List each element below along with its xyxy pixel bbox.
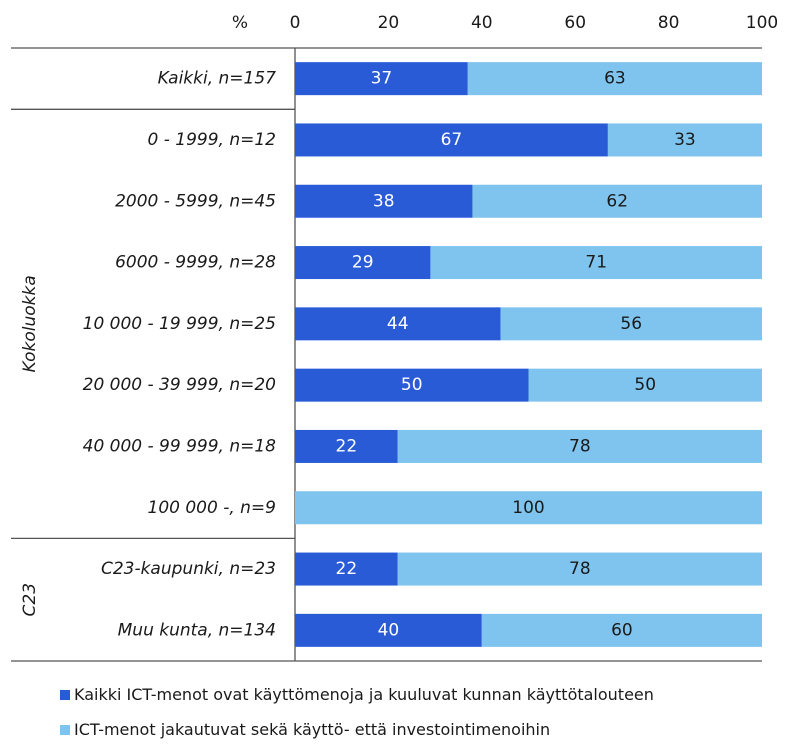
unit-label: % [232, 13, 248, 33]
category-label: 10 000 - 19 999, n=25 [83, 314, 276, 334]
bar-segment-2 [607, 123, 762, 157]
x-tick-label: 20 [378, 13, 400, 33]
category-label: 100 000 -, n=9 [148, 498, 276, 518]
data-label: 62 [606, 191, 628, 211]
category-label: 2000 - 5999, n=45 [115, 191, 276, 211]
bar-segment-1 [295, 429, 398, 463]
bar-segment-1 [295, 613, 482, 647]
data-label: 60 [611, 620, 633, 640]
data-label: 22 [336, 559, 358, 579]
legend-swatch-2 [60, 724, 70, 735]
category-label: 0 - 1999, n=12 [148, 130, 276, 150]
legend-label-1: Kaikki ICT-menot ovat käyttömenoja ja ku… [74, 685, 654, 704]
x-tick-label: 0 [290, 13, 301, 33]
legend-swatch-1 [60, 689, 70, 700]
bar-segment-2 [397, 429, 762, 463]
category-label: 40 000 - 99 999, n=18 [83, 436, 277, 456]
bar-segment-2 [500, 307, 762, 341]
bar-segment-1 [295, 368, 529, 402]
legend-item-2: ICT-menot jakautuvat sekä käyttö- että i… [60, 720, 780, 739]
category-label: Muu kunta, n=134 [118, 620, 276, 640]
bar-segment-1 [295, 246, 431, 280]
bar-segment-2 [397, 552, 762, 586]
x-tick-label: 40 [471, 13, 493, 33]
x-tick-label: 60 [564, 13, 586, 33]
data-label: 44 [387, 314, 409, 334]
bar-segment-2 [528, 368, 762, 402]
data-label: 50 [401, 375, 423, 395]
bar-segment-1 [295, 552, 398, 586]
data-label: 63 [604, 69, 626, 89]
bar-segment-2 [472, 184, 762, 218]
data-label: 78 [569, 559, 591, 579]
data-label: 29 [352, 253, 374, 273]
data-label: 78 [569, 436, 591, 456]
bar-segment-1 [295, 307, 501, 341]
data-label: 33 [674, 130, 696, 150]
data-label: 67 [441, 130, 463, 150]
bar-segment-1 [295, 184, 473, 218]
data-label: 100 [512, 498, 544, 518]
bar-segment-2 [295, 491, 762, 525]
data-label: 50 [634, 375, 656, 395]
bar-segment-2 [481, 613, 762, 647]
category-label: 6000 - 9999, n=28 [115, 253, 276, 273]
bar-segment-2 [467, 62, 762, 96]
legend-item-1: Kaikki ICT-menot ovat käyttömenoja ja ku… [60, 685, 780, 704]
data-label: 22 [336, 436, 358, 456]
bar-segment-1 [295, 62, 468, 96]
stacked-bar-chart: % 0 20 40 60 80 100 37 63 67 33 38 62 29 71 44 56 50 50 2… [11, 13, 778, 662]
bar-segment-2 [430, 246, 762, 280]
category-label: C23-kaupunki, n=23 [101, 559, 276, 579]
data-label: 38 [373, 191, 395, 211]
data-label: 56 [620, 314, 642, 334]
category-label: Kaikki, n=157 [158, 69, 277, 89]
bar-segment-1 [295, 123, 608, 157]
data-label: 71 [585, 253, 607, 273]
category-label: 20 000 - 39 999, n=20 [83, 375, 276, 395]
data-label: 37 [371, 69, 393, 89]
group-label: Kokoluokka [20, 275, 40, 372]
x-tick-label: 100 [746, 13, 778, 33]
x-tick-label: 80 [658, 13, 680, 33]
group-label: C23 [20, 583, 40, 617]
legend-label-2: ICT-menot jakautuvat sekä käyttö- että i… [74, 720, 551, 739]
data-label: 40 [378, 620, 400, 640]
